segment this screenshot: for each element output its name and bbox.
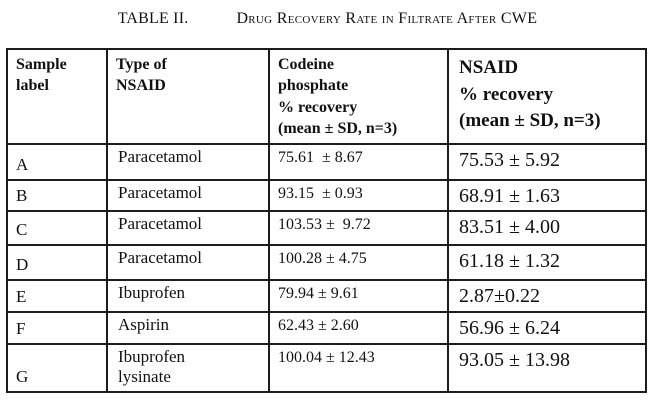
codeine-recovery-cell: 93.15 ± 0.93 (268, 179, 449, 212)
header-codeine-recovery: Codeine phosphate % recovery (mean ± SD,… (268, 48, 449, 145)
codeine-recovery-cell: 79.94 ± 9.61 (268, 279, 449, 313)
nsaid-recovery-cell: 93.05 ± 13.98 (447, 343, 647, 393)
nsaid-type-cell: Paracetamol (106, 210, 270, 246)
sample-label-cell: E (6, 279, 108, 313)
nsaid-type-cell: Ibuprofen (106, 279, 270, 313)
nsaid-recovery-cell: 68.91 ± 1.63 (447, 179, 647, 212)
sample-label-cell: B (6, 179, 108, 212)
nsaid-type-cell: Paracetamol (106, 143, 270, 181)
table-number-label: TABLE II. (117, 10, 189, 27)
nsaid-type-cell: Ibuprofen lysinate (106, 343, 270, 393)
drug-recovery-table: Sample label Type of NSAID Codeine phosp… (6, 48, 647, 393)
nsaid-recovery-cell: 83.51 ± 4.00 (447, 210, 647, 246)
header-nsaid-recovery: NSAID % recovery (mean ± SD, n=3) (447, 48, 647, 145)
codeine-recovery-cell: 103.53 ± 9.72 (268, 210, 449, 246)
header-sample-label: Sample label (6, 48, 108, 145)
header-nsaid-type: Type of NSAID (106, 48, 270, 145)
table-row-f: F Aspirin 62.43 ± 2.60 56.96 ± 6.24 (6, 311, 647, 345)
table-row-e: E Ibuprofen 79.94 ± 9.61 2.87±0.22 (6, 279, 647, 313)
nsaid-type-cell: Paracetamol (106, 244, 270, 281)
codeine-recovery-cell: 62.43 ± 2.60 (268, 311, 449, 345)
table-row-g: G Ibuprofen lysinate 100.04 ± 12.43 93.0… (6, 343, 647, 393)
nsaid-recovery-cell: 2.87±0.22 (447, 279, 647, 313)
sample-label-cell: G (6, 343, 108, 393)
nsaid-recovery-cell: 61.18 ± 1.32 (447, 244, 647, 281)
table-row-a: A Paracetamol 75.61 ± 8.67 75.53 ± 5.92 (6, 143, 647, 181)
nsaid-recovery-cell: 56.96 ± 6.24 (447, 311, 647, 345)
sample-label-cell: D (6, 244, 108, 281)
table-caption: Drug Recovery Rate in Filtrate After CWE (236, 10, 538, 27)
codeine-recovery-cell: 75.61 ± 8.67 (268, 143, 449, 181)
table-title: TABLE II. Drug Recovery Rate in Filtrate … (0, 10, 655, 28)
header-row: Sample label Type of NSAID Codeine phosp… (6, 48, 647, 145)
sample-label-cell: A (6, 143, 108, 181)
codeine-recovery-cell: 100.28 ± 4.75 (268, 244, 449, 281)
nsaid-recovery-cell: 75.53 ± 5.92 (447, 143, 647, 181)
nsaid-type-cell: Paracetamol (106, 179, 270, 212)
nsaid-type-cell: Aspirin (106, 311, 270, 345)
table-row-d: D Paracetamol 100.28 ± 4.75 61.18 ± 1.32 (6, 244, 647, 281)
table-row-b: B Paracetamol 93.15 ± 0.93 68.91 ± 1.63 (6, 179, 647, 212)
sample-label-cell: F (6, 311, 108, 345)
table-row-c: C Paracetamol 103.53 ± 9.72 83.51 ± 4.00 (6, 210, 647, 246)
sample-label-cell: C (6, 210, 108, 246)
codeine-recovery-cell: 100.04 ± 12.43 (268, 343, 449, 393)
